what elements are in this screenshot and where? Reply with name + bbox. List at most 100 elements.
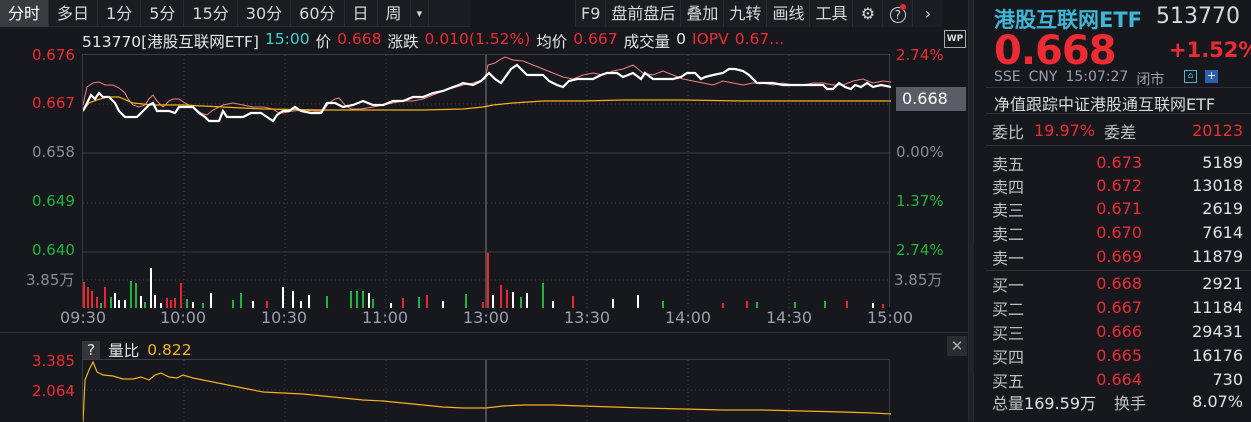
ask-row[interactable]: 卖一 0.669 11879 bbox=[992, 245, 1243, 268]
bid-price: 0.668 bbox=[1096, 274, 1142, 293]
help-icon[interactable]: ? bbox=[82, 341, 101, 359]
tab-week[interactable]: 周 bbox=[378, 0, 411, 27]
y-label: 0.658 bbox=[32, 143, 75, 161]
currency: CNY bbox=[1028, 69, 1058, 85]
x-label: 10:30 bbox=[261, 308, 308, 327]
security-code-name: 513770[港股互联网ETF] bbox=[82, 33, 259, 51]
x-label: 09:30 bbox=[60, 308, 107, 327]
panel-splitter[interactable] bbox=[968, 0, 974, 421]
ask-price: 0.671 bbox=[1096, 199, 1142, 218]
price-label: 价 bbox=[315, 33, 332, 51]
ask-price: 0.670 bbox=[1096, 223, 1142, 242]
volume-bars bbox=[83, 253, 884, 308]
ask-row[interactable]: 卖四 0.672 13018 bbox=[992, 174, 1243, 197]
draw-line-button[interactable]: 画线 bbox=[766, 0, 809, 27]
chevron-right-icon[interactable]: › bbox=[912, 0, 942, 27]
ask-qty: 7614 bbox=[1202, 223, 1243, 242]
market-status-row: SSE CNY 15:07:27 闭市 bbox=[994, 69, 1164, 89]
x-label: 13:30 bbox=[564, 308, 611, 327]
ask-label: 卖三 bbox=[992, 200, 1025, 220]
ask-price: 0.672 bbox=[1096, 176, 1142, 195]
wp-monitor-icon[interactable]: WP bbox=[944, 30, 966, 48]
y-label: 0.676 bbox=[32, 46, 75, 64]
y-label: 0.667 bbox=[32, 94, 75, 112]
f9-button[interactable]: F9 bbox=[575, 0, 605, 27]
volume-y-label: 3.85万 bbox=[894, 271, 943, 289]
volume-ratio-chart[interactable] bbox=[82, 359, 891, 422]
exchange: SSE bbox=[994, 69, 1021, 85]
current-price-tag: 0.668 bbox=[896, 87, 966, 111]
weicha-label: 委差 bbox=[1104, 122, 1137, 142]
add-watchlist-icon[interactable]: + bbox=[1205, 69, 1218, 83]
security-code: 513770 bbox=[1156, 4, 1240, 29]
weibi-label: 委比 bbox=[992, 122, 1025, 142]
ask-label: 卖二 bbox=[992, 224, 1025, 244]
notification-dot bbox=[900, 4, 907, 10]
ask-label: 卖四 bbox=[992, 177, 1025, 197]
overlay-button[interactable]: 叠加 bbox=[680, 0, 723, 27]
tab-day[interactable]: 日 bbox=[345, 0, 378, 27]
tab-60min[interactable]: 60分 bbox=[291, 0, 345, 27]
alert-bell-icon[interactable]: ⌂ bbox=[1184, 70, 1197, 83]
bid-label: 买一 bbox=[992, 275, 1025, 295]
tools-button[interactable]: 工具 bbox=[809, 0, 852, 27]
tab-1min[interactable]: 1分 bbox=[98, 0, 142, 27]
pct-label: 1.37% bbox=[896, 192, 944, 210]
volume-y-label: 3.85万 bbox=[26, 271, 75, 289]
bid-row[interactable]: 买一 0.668 2921 bbox=[992, 272, 1243, 295]
quote-time: 15:00 bbox=[264, 30, 310, 48]
ask-price: 0.669 bbox=[1096, 247, 1142, 266]
bid-qty: 29431 bbox=[1192, 322, 1243, 341]
intraday-price-chart[interactable] bbox=[82, 54, 891, 308]
bid-price: 0.664 bbox=[1096, 370, 1142, 389]
bid-label: 买三 bbox=[992, 323, 1025, 343]
chart-toolbar: F9 盘前盘后 叠加 九转 画线 工具 ⚙ ? › bbox=[575, 0, 943, 27]
bid-label: 买二 bbox=[992, 299, 1025, 319]
close-icon[interactable]: ✕ bbox=[947, 336, 967, 356]
panel-divider[interactable] bbox=[0, 332, 968, 333]
gear-icon[interactable]: ⚙ bbox=[852, 0, 882, 27]
change-percent: +1.52% bbox=[1169, 38, 1251, 62]
pct-label: 0.00% bbox=[896, 143, 944, 161]
bid-row[interactable]: 买三 0.666 29431 bbox=[992, 320, 1243, 343]
bid-price: 0.667 bbox=[1096, 298, 1142, 317]
ask-qty: 13018 bbox=[1192, 176, 1243, 195]
change-label: 涨跌 bbox=[387, 33, 419, 51]
bid-row[interactable]: 买五 0.664 730 bbox=[992, 368, 1243, 391]
indicator-y-label: 3.385 bbox=[32, 352, 75, 370]
change-value: 0.010(1.52%) bbox=[424, 30, 531, 48]
bid-qty: 730 bbox=[1212, 370, 1243, 389]
bid-qty: 16176 bbox=[1192, 346, 1243, 365]
more-dropdown-icon[interactable]: ▾ bbox=[411, 0, 430, 27]
fund-description: 净值跟踪中证港股通互联网ETF bbox=[994, 95, 1216, 114]
turnover-value: 8.07% bbox=[1192, 392, 1243, 411]
weicha-value: 20123 bbox=[1192, 121, 1243, 140]
nine-turn-button[interactable]: 九转 bbox=[723, 0, 766, 27]
y-label: 0.649 bbox=[32, 192, 75, 210]
x-label: 15:00 bbox=[867, 308, 914, 327]
tab-5min[interactable]: 5分 bbox=[141, 0, 185, 27]
indicator-name: 量比 bbox=[108, 342, 140, 360]
weibi-value: 19.97% bbox=[1034, 121, 1096, 140]
bid-qty: 2921 bbox=[1202, 274, 1243, 293]
help-icon[interactable]: ? bbox=[882, 0, 912, 27]
y-label: 0.640 bbox=[32, 241, 75, 259]
bid-row[interactable]: 买二 0.667 11184 bbox=[992, 296, 1243, 319]
x-label: 13:00 bbox=[463, 308, 510, 327]
ask-row[interactable]: 卖三 0.671 2619 bbox=[992, 197, 1243, 220]
ask-row[interactable]: 卖五 0.673 5189 bbox=[992, 151, 1243, 174]
tab-multiday[interactable]: 多日 bbox=[49, 0, 99, 27]
total-volume-label: 总量 bbox=[992, 393, 1025, 413]
tab-30min[interactable]: 30分 bbox=[238, 0, 292, 27]
ask-price: 0.673 bbox=[1096, 153, 1142, 172]
avg-value: 0.667 bbox=[573, 30, 618, 48]
indicator-y-label: 2.064 bbox=[32, 382, 75, 400]
ask-label: 卖五 bbox=[992, 154, 1025, 174]
tab-fenshi[interactable]: 分时 bbox=[0, 0, 50, 27]
tab-15min[interactable]: 15分 bbox=[184, 0, 238, 27]
bid-label: 买五 bbox=[992, 371, 1025, 391]
price-value: 0.668 bbox=[337, 30, 382, 48]
premarket-button[interactable]: 盘前盘后 bbox=[605, 0, 680, 27]
ask-row[interactable]: 卖二 0.670 7614 bbox=[992, 221, 1243, 244]
bid-row[interactable]: 买四 0.665 16176 bbox=[992, 344, 1243, 367]
